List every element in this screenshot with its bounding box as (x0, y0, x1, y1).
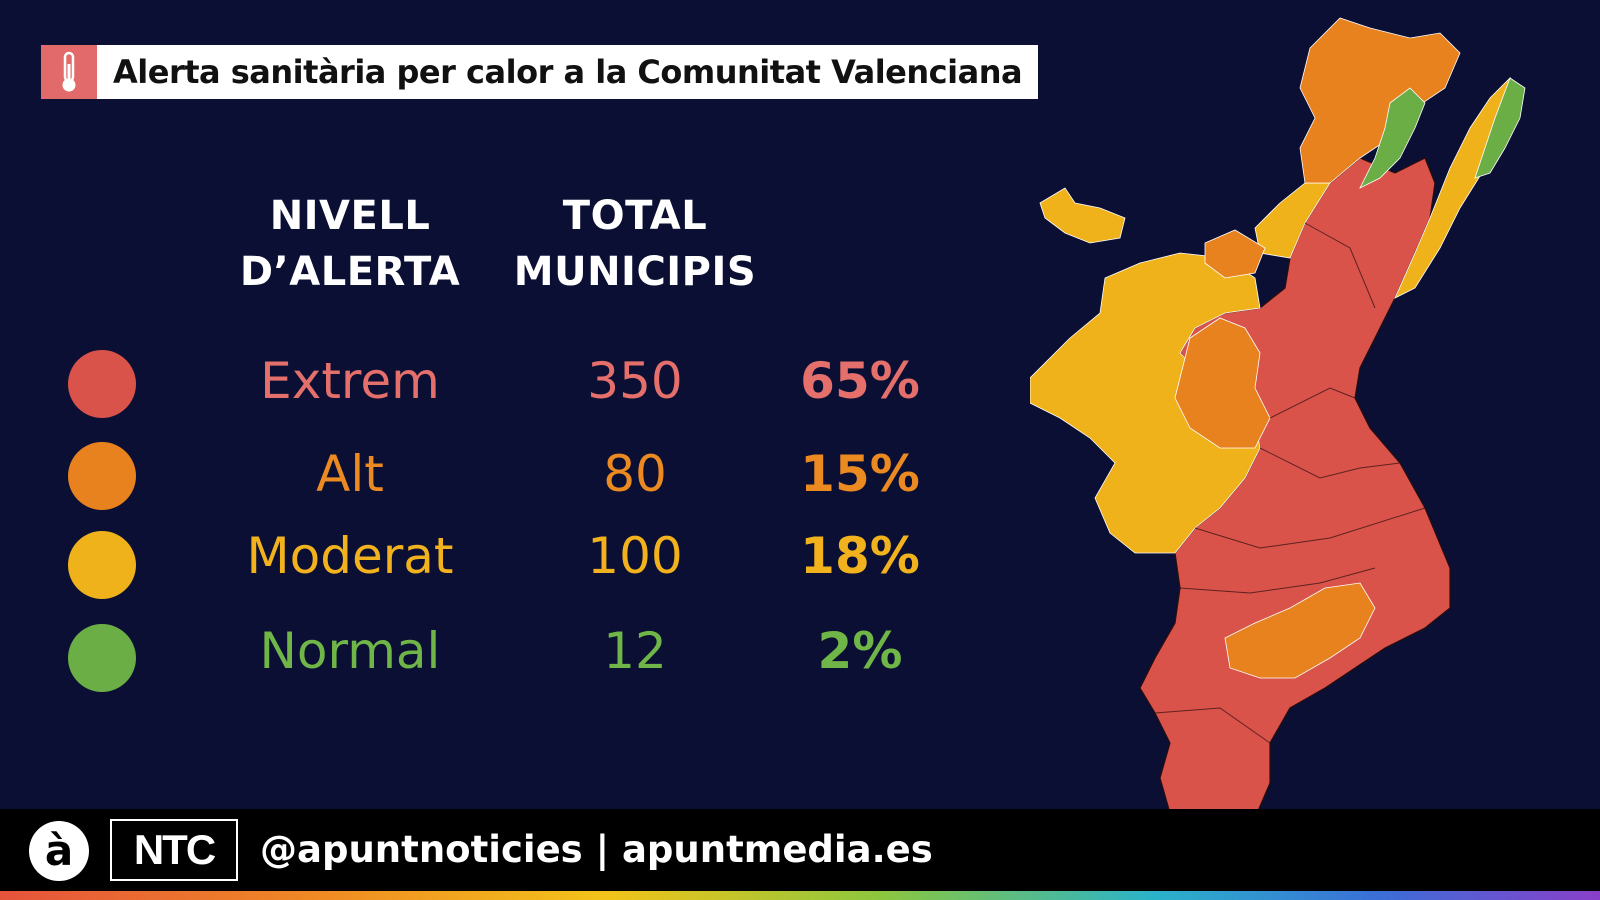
legend-row-normal: Normal 12 2% (0, 612, 960, 692)
moderat-dot (68, 531, 136, 599)
municipality-count: 80 (603, 445, 667, 503)
social-handle: @apuntnoticies | apuntmedia.es (260, 828, 933, 871)
municipality-count: 12 (603, 622, 667, 680)
extrem-dot (68, 350, 136, 418)
level-label: Moderat (246, 527, 454, 585)
level-label: Normal (259, 622, 441, 680)
map-normal-coast (1474, 77, 1526, 179)
percentage: 65% (800, 352, 920, 410)
apunt-logo: à (29, 821, 89, 881)
level-label: Alt (316, 445, 384, 503)
legend-row-moderat: Moderat 100 18% (0, 517, 960, 599)
header-level-line2: D’ALERTA (239, 249, 461, 295)
percentage: 15% (800, 445, 920, 503)
map-normal-inland (1359, 87, 1426, 189)
municipality-count: 350 (587, 352, 683, 410)
percentage: 2% (817, 622, 903, 680)
ntc-logo: NTC (110, 819, 238, 881)
municipality-count: 100 (587, 527, 683, 585)
header-total: TOTAL MUNICIPIS (500, 188, 770, 300)
map-moderat-enclave (1039, 187, 1126, 244)
header-level: NIVELL D’ALERTA (200, 188, 500, 300)
map-alt-south (1224, 582, 1376, 679)
header-total-line2: MUNICIPIS (513, 249, 757, 295)
map-comarca-lines (1154, 222, 1426, 744)
thermometer-icon (41, 45, 97, 99)
rainbow-strip (0, 891, 1600, 900)
header-total-line1: TOTAL (562, 193, 708, 239)
footer-bar: à NTC @apuntnoticies | apuntmedia.es (0, 809, 1600, 891)
alt-dot (68, 442, 136, 510)
legend-row-alt: Alt 80 15% (0, 435, 960, 515)
header-level-line1: NIVELL (269, 193, 431, 239)
page-title: Alerta sanitària per calor a la Comunita… (113, 53, 1023, 91)
percentage: 18% (800, 527, 920, 585)
legend-row-extrem: Extrem 350 65% (0, 342, 960, 422)
map-moderat-north (1254, 182, 1331, 259)
normal-dot (68, 624, 136, 692)
level-label: Extrem (260, 352, 440, 410)
region-map (1030, 17, 1526, 869)
map-alt-small (1204, 229, 1266, 279)
title-bar: Alerta sanitària per calor a la Comunita… (41, 45, 1039, 99)
